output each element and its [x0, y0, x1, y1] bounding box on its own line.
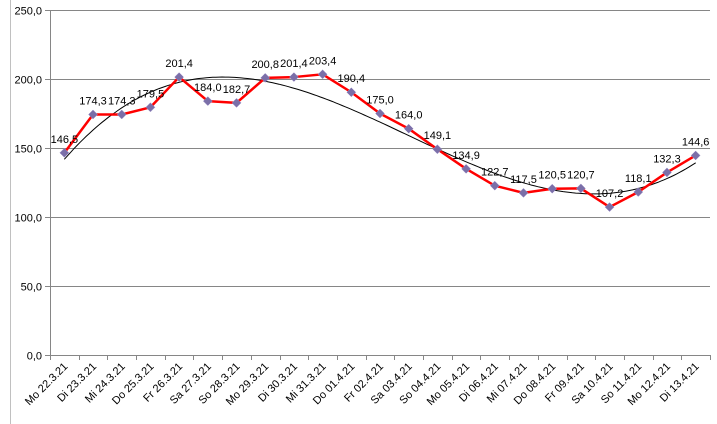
data-point-marker: [403, 123, 414, 134]
data-label: 174,3: [79, 95, 107, 107]
data-point-marker: [633, 187, 644, 197]
data-label: 174,3: [108, 95, 136, 107]
data-point-marker: [604, 202, 615, 212]
data-label: 203,4: [309, 55, 337, 67]
data-point-marker: [174, 72, 184, 82]
data-point-marker: [662, 167, 672, 178]
data-point-marker: [59, 147, 70, 158]
data-label: 120,7: [567, 169, 595, 181]
data-point-marker: [432, 144, 443, 155]
data-point-marker: [346, 87, 357, 98]
data-label: 201,4: [280, 58, 308, 70]
data-point-marker: [317, 69, 328, 80]
data-label: 149,1: [424, 130, 452, 142]
data-label: 184,0: [194, 82, 222, 94]
data-point-marker: [461, 163, 471, 174]
data-label: 122,7: [481, 167, 509, 179]
data-label: 134,9: [452, 150, 480, 162]
data-point-marker: [289, 72, 299, 82]
y-tick-label: 150,0: [14, 144, 42, 156]
data-point-marker: [518, 187, 529, 198]
data-label: 190,4: [338, 73, 366, 85]
data-label: 144,6: [682, 136, 710, 148]
data-point-marker: [576, 183, 586, 194]
data-point-marker: [690, 150, 701, 161]
data-label: 117,5: [510, 174, 537, 186]
data-point-marker: [145, 102, 156, 113]
data-label: 118,1: [625, 173, 652, 185]
data-label: 182,7: [223, 84, 251, 96]
data-point-marker: [202, 96, 213, 106]
data-point-marker: [547, 183, 558, 194]
y-tick-label: 250,0: [14, 6, 42, 18]
data-point-marker: [231, 98, 242, 108]
data-point-marker: [88, 109, 98, 120]
data-label: 200,8: [251, 59, 279, 71]
y-tick-label: 50,0: [21, 282, 42, 294]
data-point-marker: [116, 109, 127, 120]
data-label: 120,5: [538, 170, 566, 182]
y-tick-label: 200,0: [14, 75, 42, 87]
data-label: 164,0: [395, 110, 423, 122]
data-label: 132,3: [653, 153, 681, 165]
data-label: 107,2: [596, 188, 624, 200]
data-label: 175,0: [366, 95, 394, 107]
y-tick-label: 0,0: [27, 351, 42, 363]
data-label: 146,5: [51, 134, 79, 146]
data-point-marker: [489, 180, 500, 191]
y-tick-label: 100,0: [14, 213, 42, 225]
data-label: 201,4: [165, 58, 193, 70]
data-label: 179,5: [137, 88, 165, 100]
data-point-marker: [375, 108, 385, 119]
data-point-marker: [260, 73, 271, 83]
